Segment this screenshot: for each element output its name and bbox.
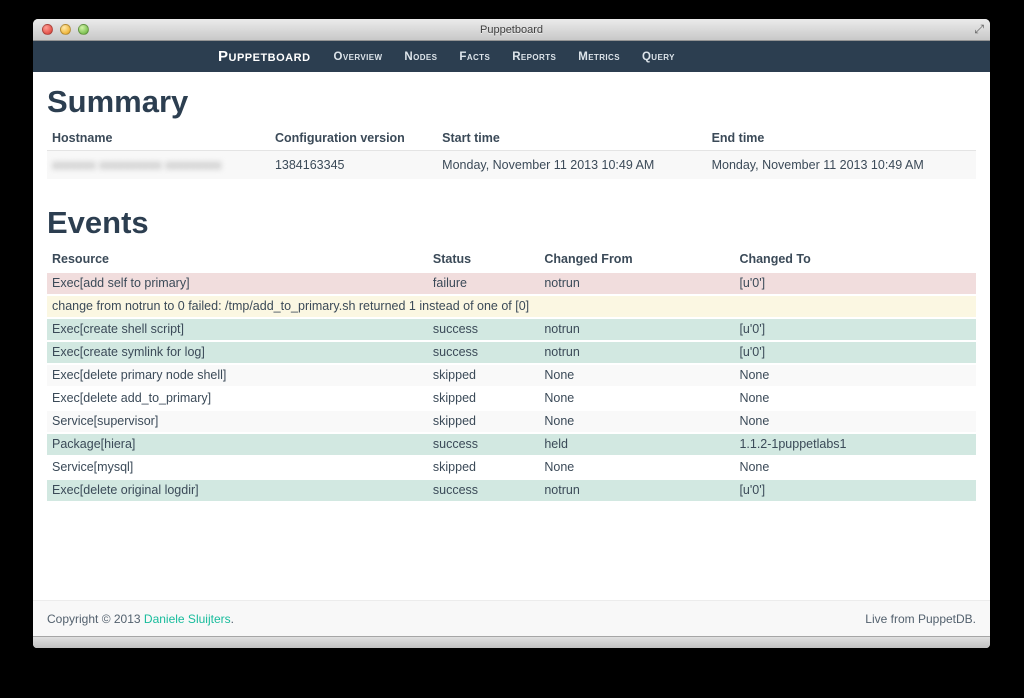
window-title: Puppetboard (480, 23, 543, 36)
event-status: skipped (432, 368, 476, 382)
event-changed-to: None (739, 368, 770, 382)
event-status: failure (432, 276, 467, 290)
event-changed-to: None (739, 460, 770, 474)
event-resource: Service[supervisor] (52, 414, 159, 428)
event-changed-to: [u'0'] (739, 276, 766, 290)
summary-col-hostname: Hostname (47, 126, 270, 151)
event-changed-from: notrun (544, 322, 580, 336)
event-changed-to: 1.1.2-1puppetlabs1 (739, 437, 847, 451)
event-status: success (432, 437, 479, 451)
events-col-status: Status (427, 247, 540, 273)
event-resource: Exec[create symlink for log] (52, 345, 205, 359)
events-col-resource: Resource (47, 247, 428, 273)
end-time-value: Monday, November 11 2013 10:49 AM (711, 158, 924, 172)
event-resource: Exec[delete primary node shell] (52, 368, 227, 382)
footer: Copyright © 2013 Daniele Sluijters. Live… (33, 600, 990, 636)
navbar-brand[interactable]: Puppetboard (218, 48, 311, 65)
nav-item-facts[interactable]: Facts (459, 50, 491, 63)
event-row: Exec[add self to primary] failure notrun [u… (47, 272, 976, 295)
event-resource: Exec[delete add_to_primary] (52, 391, 212, 405)
event-changed-from: None (544, 368, 575, 382)
event-status: skipped (432, 460, 476, 474)
event-row: Service[supervisor] skipped None None (47, 410, 976, 433)
events-heading: Events (47, 205, 149, 240)
event-changed-to: [u'0'] (739, 483, 766, 497)
main-content: Summary Hostname Configuration version S… (33, 72, 990, 600)
event-changed-from: notrun (544, 483, 580, 497)
events-table: Resource Status Changed From Changed To … (47, 247, 976, 501)
config-version-value: 1384163345 (274, 158, 345, 172)
event-changed-to: None (739, 414, 770, 428)
event-resource: Exec[create shell script] (52, 322, 184, 336)
event-status: success (432, 483, 479, 497)
nav-item-metrics[interactable]: Metrics (578, 50, 620, 63)
summary-col-config-version: Configuration version (269, 126, 438, 151)
nav-item-query[interactable]: Query (641, 50, 675, 63)
zoom-button[interactable] (78, 24, 89, 35)
event-row: Package[hiera] success held 1.1.2-1puppetla… (47, 433, 976, 456)
events-col-changed-from: Changed From (539, 247, 735, 273)
navbar: Puppetboard Overview Nodes Facts Reports… (33, 41, 990, 72)
event-changed-from: None (544, 460, 575, 474)
traffic-lights (42, 24, 89, 35)
minimize-button[interactable] (60, 24, 71, 35)
nav-item-reports[interactable]: Reports (512, 50, 557, 63)
event-changed-from: None (544, 414, 575, 428)
summary-heading: Summary (47, 84, 189, 119)
event-changed-to: [u'0'] (739, 345, 766, 359)
hostname-value-redacted: xxxxxxx xxxxxxxxxx xxxxxxxxx (52, 158, 222, 172)
event-status: skipped (432, 414, 476, 428)
window-titlebar[interactable]: Puppetboard ⤢ (33, 19, 990, 41)
event-resource: Exec[add self to primary] (52, 276, 190, 290)
event-resource: Package[hiera] (52, 437, 136, 451)
nav-item-nodes[interactable]: Nodes (404, 50, 438, 63)
event-status: skipped (432, 391, 476, 405)
start-time-value: Monday, November 11 2013 10:49 AM (442, 158, 655, 172)
event-changed-from: None (544, 391, 575, 405)
author-link[interactable]: Daniele Sluijters (143, 611, 231, 626)
event-row: Exec[delete original logdir] success notru… (47, 479, 976, 501)
event-changed-to: [u'0'] (739, 322, 766, 336)
app-window: Puppetboard ⤢ Puppetboard Overview Nodes… (33, 19, 990, 648)
event-message-row: change from notrun to 0 failed: /tmp/add… (47, 295, 976, 318)
event-status: success (432, 345, 479, 359)
event-message: change from notrun to 0 failed: /tmp/add… (52, 299, 530, 313)
events-col-changed-to: Changed To (734, 247, 976, 273)
event-changed-from: notrun (544, 276, 580, 290)
event-row: Exec[create shell script] success notrun [u… (47, 318, 976, 341)
event-row: Exec[create symlink for log] success notru… (47, 341, 976, 364)
summary-col-start-time: Start time (437, 126, 707, 151)
nav-item-overview[interactable]: Overview (333, 50, 383, 63)
summary-col-end-time: End time (706, 126, 976, 151)
event-status: success (432, 322, 479, 336)
puppetdb-status-text: Live from PuppetDB. (865, 611, 976, 626)
event-changed-to: None (739, 391, 770, 405)
events-table-body: Exec[add self to primary] failure notrun [u… (47, 272, 976, 501)
close-button[interactable] (42, 24, 53, 35)
event-row: Service[mysql] skipped None None (47, 456, 976, 479)
fullscreen-icon[interactable]: ⤢ (974, 22, 984, 36)
event-resource: Service[mysql] (52, 460, 134, 474)
event-row: Exec[delete primary node shell] skipped No… (47, 364, 976, 387)
summary-table: Hostname Configuration version Start tim… (47, 126, 976, 179)
event-changed-from: held (544, 437, 568, 451)
event-row: Exec[delete add_to_primary] skipped None No… (47, 387, 976, 410)
event-resource: Exec[delete original logdir] (52, 483, 199, 497)
copyright-text: Copyright © 2013 Daniele Sluijters. (47, 611, 234, 626)
event-changed-from: notrun (544, 345, 580, 359)
summary-row: xxxxxxx xxxxxxxxxx xxxxxxxxx 1384163345 … (47, 150, 976, 179)
window-bottom-chrome (33, 636, 990, 648)
